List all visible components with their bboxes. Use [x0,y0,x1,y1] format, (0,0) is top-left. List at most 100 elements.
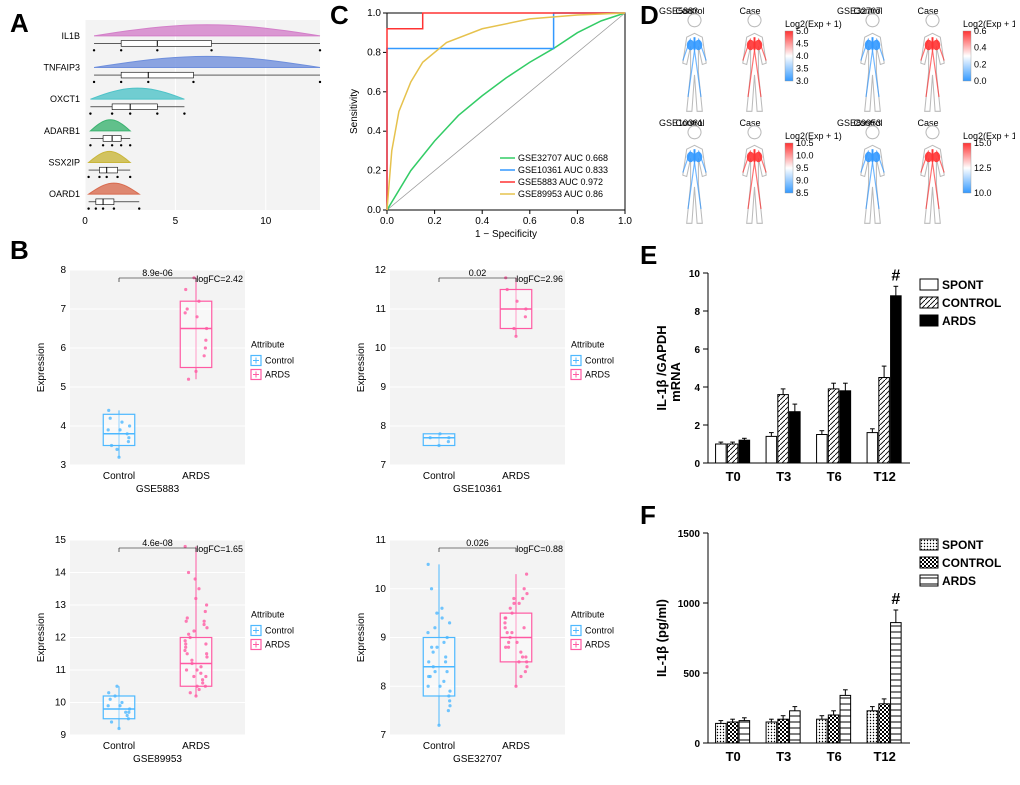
svg-text:GSE10361 AUC 0.833: GSE10361 AUC 0.833 [518,165,608,175]
svg-text:GSE32707 AUC 0.668: GSE32707 AUC 0.668 [518,153,608,163]
svg-text:1.0: 1.0 [618,216,632,227]
svg-text:0.6: 0.6 [367,87,381,98]
svg-text:ARDS: ARDS [942,574,976,588]
svg-text:0.0: 0.0 [380,216,394,227]
svg-text:8: 8 [60,265,66,276]
svg-text:Control: Control [423,471,455,482]
svg-text:Control: Control [103,741,135,752]
svg-text:ARDS: ARDS [585,370,610,380]
svg-text:0: 0 [82,216,88,227]
svg-text:CONTROL: CONTROL [942,296,1001,310]
svg-text:9: 9 [60,730,66,741]
svg-text:1.0: 1.0 [367,8,381,19]
svg-text:8: 8 [380,421,386,432]
svg-text:4: 4 [60,421,66,432]
svg-text:IL-1β (pg/ml): IL-1β (pg/ml) [654,599,669,677]
svg-text:0.8: 0.8 [367,47,381,58]
svg-text:0.6: 0.6 [523,216,537,227]
svg-text:ARDS: ARDS [182,741,210,752]
svg-text:13: 13 [55,600,67,611]
svg-text:0.026: 0.026 [466,538,489,548]
svg-text:Expression: Expression [356,343,367,392]
svg-text:1000: 1000 [678,599,701,610]
svg-text:ARDS: ARDS [182,471,210,482]
svg-text:T6: T6 [827,469,842,484]
panel-b-chart: 345678ExpressionControlARDS8.9e-06logFC=… [30,255,640,775]
svg-text:CONTROL: CONTROL [942,556,1001,570]
svg-text:TNFAIP3: TNFAIP3 [43,63,80,73]
svg-text:14: 14 [55,568,67,579]
svg-text:0.8: 0.8 [570,216,584,227]
svg-text:Attribute: Attribute [251,340,285,350]
svg-text:Control: Control [675,118,704,128]
panel-c-chart: 0.00.00.20.20.40.40.60.60.80.81.01.01 − … [345,5,635,240]
svg-text:0: 0 [694,459,700,470]
svg-text:0.0: 0.0 [974,76,987,86]
svg-text:T3: T3 [776,749,791,764]
svg-text:Expression: Expression [356,613,367,662]
svg-text:8.9e-06: 8.9e-06 [142,268,173,278]
svg-text:Attribute: Attribute [251,610,285,620]
svg-text:3.0: 3.0 [796,76,809,86]
svg-text:IL-1β /GAPDH: IL-1β /GAPDH [654,325,669,410]
svg-text:8: 8 [694,307,700,318]
svg-text:12: 12 [375,265,387,276]
svg-text:0.2: 0.2 [367,166,381,177]
svg-text:10: 10 [260,216,272,227]
svg-text:7: 7 [380,730,386,741]
svg-text:Control: Control [265,626,294,636]
svg-text:5: 5 [173,216,179,227]
figure: A B C D E F 0510IL1BTNFAIP3OXCT1ADARB1SS… [0,0,1020,785]
svg-text:#: # [891,267,900,284]
svg-text:SPONT: SPONT [942,278,984,292]
svg-text:11: 11 [56,665,67,676]
svg-text:4.6e-08: 4.6e-08 [142,538,173,548]
svg-text:9: 9 [380,633,386,644]
svg-text:12.5: 12.5 [974,163,992,173]
svg-text:5: 5 [60,382,66,393]
svg-text:0.4: 0.4 [367,126,381,137]
svg-text:Attribute: Attribute [571,610,605,620]
svg-text:0.2: 0.2 [974,59,987,69]
svg-text:GSE32707: GSE32707 [453,754,502,765]
svg-text:10: 10 [689,269,701,280]
svg-text:OXCT1: OXCT1 [50,94,80,104]
svg-text:3: 3 [60,460,66,471]
svg-text:Control: Control [675,6,704,16]
panel-d-chart: GSE5883ControlCaseLog2(Exp + 1)5.04.54.0… [655,5,1015,240]
svg-text:T12: T12 [873,749,895,764]
svg-text:3.5: 3.5 [796,64,809,74]
svg-text:Control: Control [853,6,882,16]
svg-text:T12: T12 [873,469,895,484]
svg-text:GSE89953 AUC 0.86: GSE89953 AUC 0.86 [518,189,603,199]
svg-text:0.0: 0.0 [367,205,381,216]
svg-text:ARDS: ARDS [585,640,610,650]
svg-text:T0: T0 [726,469,741,484]
svg-text:10: 10 [375,584,387,595]
svg-text:4: 4 [694,383,700,394]
svg-text:Control: Control [585,356,614,366]
svg-text:ARDS: ARDS [502,471,530,482]
svg-text:8.5: 8.5 [796,188,809,198]
svg-text:GSE5883: GSE5883 [136,484,180,495]
svg-text:10.5: 10.5 [796,138,814,148]
svg-text:logFC=1.65: logFC=1.65 [196,544,243,554]
panel-f-chart: 050010001500IL-1β (pg/ml)T0T3T6T12#SPONT… [650,515,1015,775]
svg-text:12: 12 [55,633,67,644]
svg-text:0: 0 [694,739,700,750]
svg-text:GSE89953: GSE89953 [133,754,182,765]
svg-text:IL1B: IL1B [61,31,80,41]
svg-text:logFC=2.42: logFC=2.42 [196,274,243,284]
panel-b-label: B [10,235,29,266]
panel-a-label: A [10,8,29,39]
svg-text:mRNA: mRNA [668,362,683,402]
svg-text:Control: Control [103,471,135,482]
svg-text:9.0: 9.0 [796,176,809,186]
svg-text:10: 10 [375,343,387,354]
svg-text:ARDS: ARDS [265,640,290,650]
svg-text:10: 10 [55,698,67,709]
svg-text:4.5: 4.5 [796,39,809,49]
svg-text:9: 9 [380,382,386,393]
svg-text:Control: Control [265,356,294,366]
panel-a-chart: 0510IL1BTNFAIP3OXCT1ADARB1SSX2IPOARD1 [30,15,330,235]
